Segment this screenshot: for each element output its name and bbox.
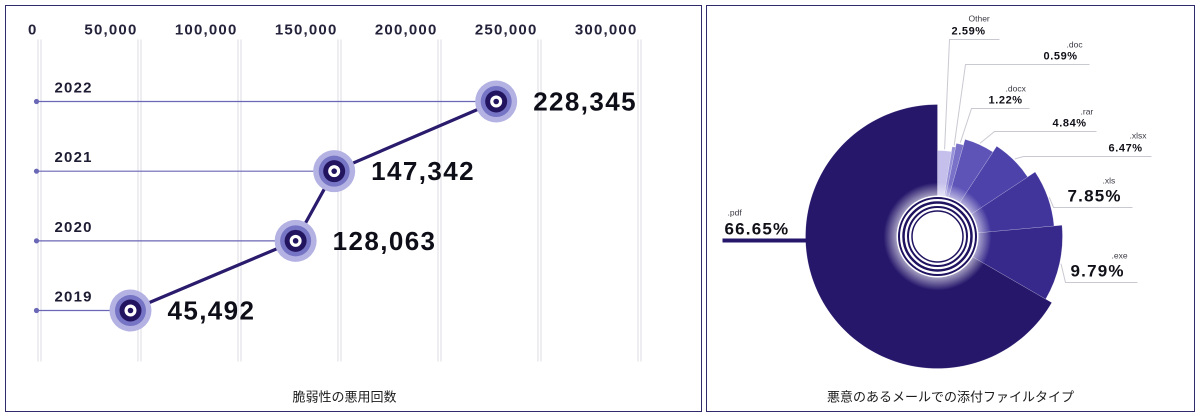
- x-tick-label: 200,000: [375, 22, 438, 39]
- data-point-marker: [313, 150, 356, 193]
- data-point-marker: [475, 80, 518, 123]
- slice-value-exe: 9.79%: [1071, 262, 1125, 281]
- value-label: 228,345: [533, 87, 637, 117]
- guide-dot: [33, 168, 40, 174]
- slice-value-xls: 7.85%: [1068, 187, 1122, 206]
- year-label: 2020: [55, 219, 93, 236]
- marker-center-dot: [127, 307, 134, 314]
- slice-label-xls: .xls: [1103, 176, 1116, 186]
- slice-label-doc: .doc: [1067, 40, 1084, 50]
- x-tick-label: 100,000: [175, 22, 238, 39]
- year-label: 2019: [55, 289, 93, 306]
- marker-center-dot: [493, 98, 499, 105]
- vulnerability-exploits-chart: 0 50,000 100,000 150,000 200,000 250,000 300,0…: [28, 22, 642, 406]
- slice-value-doc: 0.59%: [1044, 51, 1078, 63]
- leader-line-docx: [959, 108, 1030, 143]
- center-ring: [907, 206, 968, 267]
- leader-line-doc: [953, 64, 1090, 146]
- leader-line-exe: [1060, 263, 1138, 283]
- x-tick-label: 150,000: [275, 22, 338, 39]
- slice-value-pdf: 66.65%: [725, 220, 790, 239]
- marker-center-dot: [331, 168, 337, 174]
- data-point-marker: [109, 289, 152, 332]
- year-label: 2021: [55, 149, 93, 166]
- slice-label-pdf: .pdf: [728, 208, 743, 218]
- center-ring: [898, 197, 977, 276]
- x-tick-label: 300,000: [575, 22, 638, 39]
- value-label: 147,342: [371, 156, 475, 186]
- slice-value-xlsx: 6.47%: [1109, 143, 1143, 155]
- leader-line-rar: [979, 131, 1097, 144]
- year-rows: 2022 2021 2020 2019: [33, 80, 497, 314]
- x-tick-label: 250,000: [475, 22, 538, 39]
- slice-label-docx: .docx: [1006, 84, 1027, 94]
- data-point-marker: [274, 219, 317, 262]
- vulnerability-exploits-panel: 0 50,000 100,000 150,000 200,000 250,000 300,0…: [5, 5, 702, 412]
- value-label: 45,492: [167, 296, 255, 326]
- center-inner: [911, 210, 964, 263]
- chart-caption: 脆弱性の悪用回数: [292, 390, 396, 406]
- guide-dot: [33, 307, 40, 314]
- slice-label-other: Other: [969, 14, 990, 24]
- leader-line-xls: [1048, 197, 1133, 208]
- x-tick-label: 0: [28, 22, 38, 39]
- slice-value-other: 2.59%: [952, 26, 986, 38]
- x-tick-label: 50,000: [84, 22, 137, 39]
- leader-line-xlsx: [1014, 156, 1152, 160]
- year-label: 2022: [55, 80, 93, 97]
- guide-dot: [33, 238, 40, 244]
- value-label: 128,063: [333, 226, 437, 256]
- slice-value-docx: 1.22%: [989, 95, 1023, 107]
- x-grid: 0 50,000 100,000 150,000 200,000 250,000 300,0…: [28, 22, 642, 362]
- guide-dot: [33, 98, 40, 105]
- attachment-types-panel: .pdf 66.65% .exe 9.79% .xls 7.85% .xlsx 6.47% .r…: [706, 5, 1195, 412]
- slice-label-xlsx: .xlsx: [1130, 131, 1148, 141]
- leader-line-other: [944, 39, 1000, 150]
- marker-center-dot: [292, 238, 299, 244]
- center-ring: [902, 201, 973, 272]
- slice-label-exe: .exe: [1112, 251, 1128, 261]
- slice-label-rar: .rar: [1081, 107, 1094, 117]
- trend-line: [129, 100, 497, 312]
- vulnerability-plot-area: 0 50,000 100,000 150,000 200,000 250,000 300,0…: [28, 22, 642, 362]
- pie-center-hole: [883, 182, 992, 291]
- chart-caption: 悪意のあるメールでの添付ファイルタイプ: [827, 390, 1074, 406]
- slice-value-rar: 4.84%: [1053, 118, 1087, 130]
